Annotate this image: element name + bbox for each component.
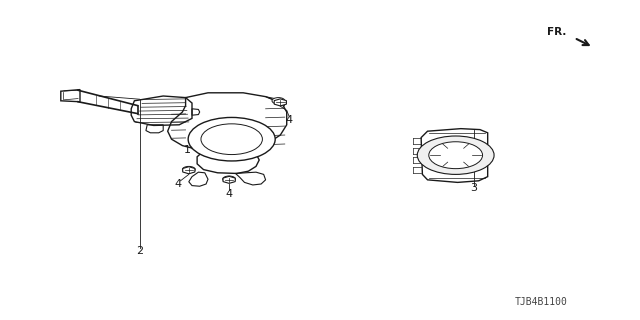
Circle shape [223, 176, 236, 182]
Circle shape [417, 136, 494, 174]
Polygon shape [182, 167, 195, 174]
Polygon shape [274, 99, 287, 106]
Text: 4: 4 [225, 188, 233, 199]
Polygon shape [223, 176, 236, 183]
Text: 4: 4 [285, 115, 293, 125]
Circle shape [429, 142, 483, 169]
Circle shape [182, 166, 195, 173]
Text: 2: 2 [136, 246, 143, 256]
Text: 4: 4 [174, 179, 182, 189]
Text: 3: 3 [470, 183, 477, 193]
Text: 1: 1 [184, 145, 190, 156]
Text: TJB4B1100: TJB4B1100 [515, 297, 567, 308]
Text: FR.: FR. [547, 27, 566, 37]
Circle shape [272, 98, 285, 104]
Circle shape [188, 117, 275, 161]
